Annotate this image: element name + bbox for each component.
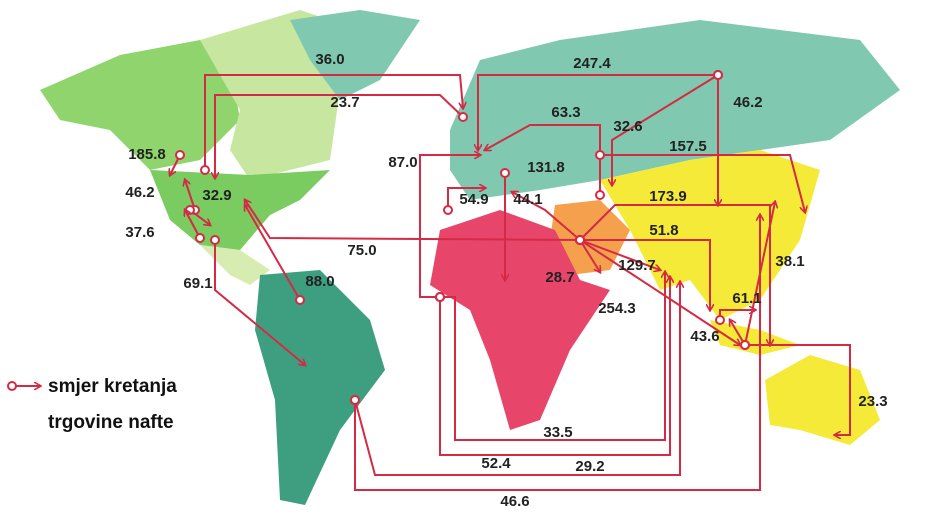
flow-label: 46.2 xyxy=(733,94,762,111)
trade-route xyxy=(512,192,581,241)
flow-label: 46.2 xyxy=(125,184,154,201)
flow-label: 254.3 xyxy=(598,300,636,317)
south-america xyxy=(255,270,385,505)
europe-russia xyxy=(450,20,900,200)
trade-route xyxy=(745,344,851,435)
route-origin xyxy=(575,235,585,245)
greenland xyxy=(290,10,420,100)
flow-label: 185.8 xyxy=(128,146,166,163)
asia xyxy=(600,150,820,320)
route-origin xyxy=(713,70,723,80)
flow-label: 63.3 xyxy=(551,104,580,121)
route-origin xyxy=(443,205,453,215)
trade-route xyxy=(478,74,718,150)
flow-label: 88.0 xyxy=(305,273,334,290)
flow-label: 44.1 xyxy=(513,191,542,208)
route-origin xyxy=(715,315,725,325)
middle-east xyxy=(550,200,630,275)
route-origin xyxy=(740,340,750,350)
trade-route xyxy=(245,200,581,241)
trade-route xyxy=(215,94,464,178)
flow-label: 29.2 xyxy=(575,458,604,475)
route-origin xyxy=(595,150,605,160)
flow-label: 69.1 xyxy=(183,275,212,292)
flow-label: 157.5 xyxy=(669,138,707,155)
flow-label: 23.3 xyxy=(858,393,887,410)
trade-route xyxy=(440,272,665,441)
trade-route xyxy=(580,239,710,310)
trade-route xyxy=(214,240,305,365)
trade-route xyxy=(185,180,196,211)
trade-route xyxy=(447,188,485,210)
route-origin xyxy=(295,295,305,305)
flow-label: 23.7 xyxy=(330,94,359,111)
flow-label: 46.6 xyxy=(500,493,529,510)
route-origin xyxy=(595,190,605,200)
route-origin xyxy=(500,168,510,178)
flow-label: 51.8 xyxy=(649,222,678,239)
trade-route xyxy=(354,215,760,491)
trade-route xyxy=(419,155,480,298)
trade-route xyxy=(204,74,463,170)
australia xyxy=(765,355,880,445)
route-origin xyxy=(210,235,220,245)
route-origin xyxy=(195,233,205,243)
flow-label: 87.0 xyxy=(388,154,417,171)
flow-label: 38.1 xyxy=(775,253,804,270)
flow-label: 61.1 xyxy=(732,290,761,307)
flow-label: 247.4 xyxy=(573,55,611,72)
route-origin xyxy=(458,112,468,122)
flow-label: 32.6 xyxy=(613,118,642,135)
trade-route xyxy=(579,239,660,270)
mexico-central xyxy=(200,245,270,285)
trade-route xyxy=(185,210,201,239)
legend-text: smjer kretanja xyxy=(48,376,177,397)
flow-label: 129.7 xyxy=(618,257,656,274)
legend-text: trgovine nafte xyxy=(48,412,174,433)
flow-label: 173.9 xyxy=(649,188,687,205)
trade-route xyxy=(579,204,770,345)
route-origin xyxy=(200,165,210,175)
flow-label: 54.9 xyxy=(459,191,488,208)
route-origin xyxy=(435,292,445,302)
trade-route xyxy=(600,154,805,212)
flows: 36.0 23.7 247.4 46.2 63.3 32.6 157.5 185.8 87.0 1… xyxy=(125,51,887,510)
southeast-asia xyxy=(710,320,800,355)
route-origin xyxy=(175,150,185,160)
trade-route xyxy=(245,205,301,301)
trade-route xyxy=(439,277,670,456)
flow-label: 28.7 xyxy=(545,269,574,286)
africa xyxy=(430,210,610,430)
flow-label: 37.6 xyxy=(125,224,154,241)
flow-label: 131.8 xyxy=(527,159,565,176)
route-origin xyxy=(350,395,360,405)
flow-label: 52.4 xyxy=(481,455,511,472)
trade-route xyxy=(579,239,600,272)
trade-route xyxy=(354,282,680,476)
trade-route xyxy=(612,74,719,185)
legend-origin xyxy=(7,381,17,391)
alaska-canada-west xyxy=(40,40,240,170)
flow-label: 32.9 xyxy=(202,187,231,204)
flow-label: 36.0 xyxy=(315,51,344,68)
flow-label: 43.6 xyxy=(690,328,719,345)
trade-route xyxy=(579,239,740,345)
flow-label: 75.0 xyxy=(347,242,376,259)
flow-label: 33.5 xyxy=(543,424,572,441)
legend: smjer kretanja trgovine nafte xyxy=(7,376,177,433)
